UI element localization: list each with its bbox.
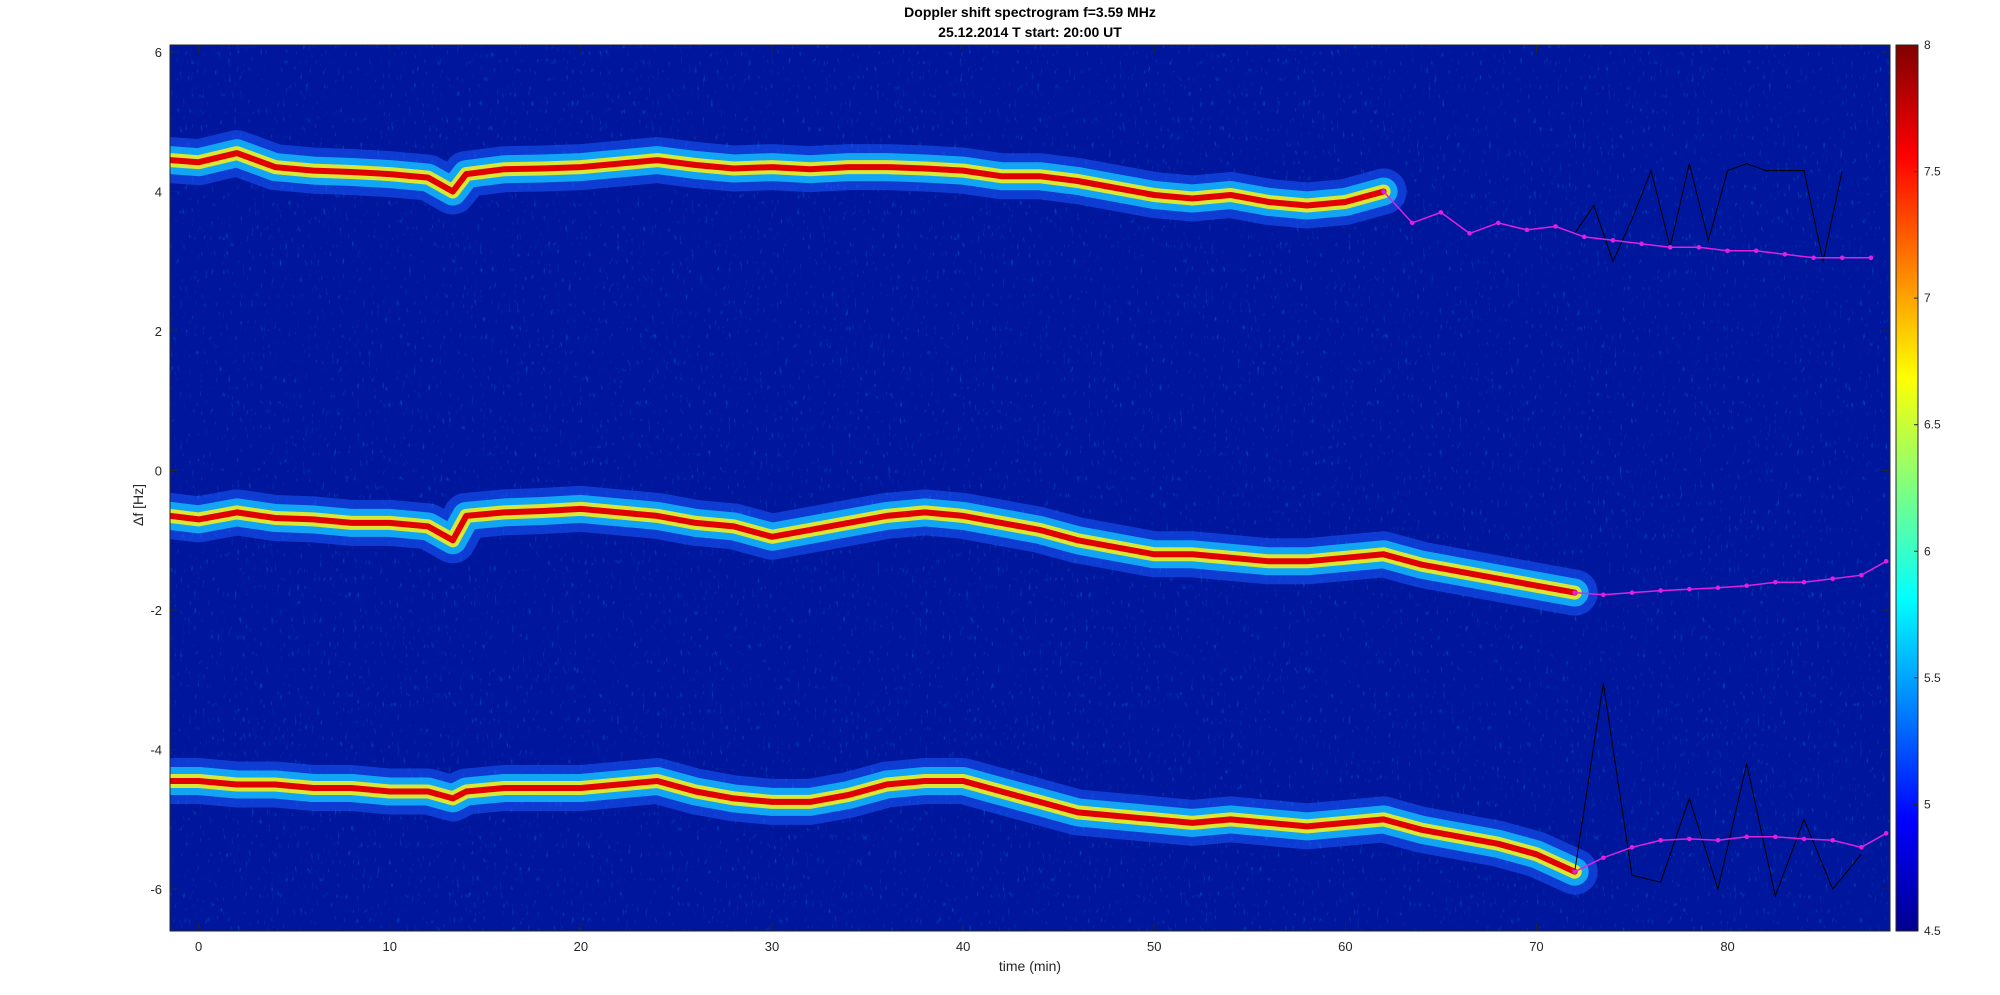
fitted-point <box>1753 248 1759 254</box>
y-tick-label: -4 <box>150 743 162 758</box>
colorbar-tick-label: 4.5 <box>1924 924 1941 938</box>
fitted-point <box>1629 844 1635 850</box>
x-tick-label: 20 <box>574 939 588 954</box>
x-tick-label: 60 <box>1338 939 1352 954</box>
y-tick-label: 0 <box>155 464 162 479</box>
fitted-point <box>1524 227 1530 233</box>
x-tick-label: 30 <box>765 939 779 954</box>
x-axis-label: time (min) <box>998 958 1062 974</box>
colorbar <box>1895 44 1919 932</box>
x-tick-label: 40 <box>956 939 970 954</box>
x-tick-label: 50 <box>1147 939 1161 954</box>
fitted-point <box>1467 231 1472 236</box>
y-axis: -6 -4 -2 0 2 4 6 <box>150 45 1890 897</box>
fitted-point <box>1639 241 1644 247</box>
black-tracking-line-2 <box>1574 683 1862 898</box>
fitted-point <box>1859 572 1864 578</box>
fitted-point <box>1438 210 1444 215</box>
fitted-line-2 <box>1574 560 1887 596</box>
fitted-line-3 <box>1574 832 1887 873</box>
colorbar-tick-label: 7.5 <box>1924 165 1941 179</box>
fitted-point <box>1629 590 1635 595</box>
x-tick-label: 10 <box>383 939 397 954</box>
fitted-point <box>1381 189 1386 194</box>
fitted-line-1 <box>1383 190 1871 259</box>
colorbar-tick-label: 5 <box>1924 797 1931 811</box>
fitted-point <box>1830 838 1835 843</box>
fitted-point <box>1744 834 1749 840</box>
fitted-point <box>1773 579 1778 585</box>
fitted-point <box>1715 838 1721 843</box>
fitted-point <box>1801 579 1807 585</box>
fitted-point <box>1658 588 1663 593</box>
x-tick-label: 80 <box>1720 939 1734 954</box>
fitted-point <box>1859 844 1864 850</box>
fitted-point <box>1725 248 1730 254</box>
x-tick-label: 70 <box>1529 939 1543 954</box>
x-tick-label: 0 <box>195 939 202 954</box>
fitted-point <box>1883 831 1889 836</box>
fitted-point <box>1658 838 1663 843</box>
colorbar-tick-label: 7 <box>1924 291 1931 305</box>
fitted-point <box>1495 220 1501 226</box>
fitted-point <box>1667 245 1673 250</box>
fitted-point <box>1782 251 1788 257</box>
y-tick-label: -2 <box>150 603 162 618</box>
fitted-point <box>1801 836 1807 842</box>
fitted-point <box>1553 224 1558 229</box>
trace-1-band-4 <box>170 150 1387 209</box>
fitted-point <box>1687 836 1692 842</box>
colorbar-tick-label: 6.5 <box>1924 418 1941 432</box>
fitted-point <box>1839 255 1845 261</box>
fitted-point <box>1883 558 1889 564</box>
fitted-point <box>1696 245 1702 250</box>
y-tick-label: -6 <box>150 882 162 897</box>
trace-3-band-4 <box>170 778 1578 875</box>
spectral-traces <box>170 130 1598 895</box>
fitted-point <box>1715 585 1721 591</box>
black-tracking-line-1 <box>1574 163 1843 263</box>
y-tick-label: 2 <box>155 324 162 339</box>
colorbar-tick-label: 8 <box>1924 38 1931 52</box>
trace-2-band-4 <box>170 505 1578 596</box>
fitted-point <box>1744 583 1749 588</box>
colorbar-tick-label: 5.5 <box>1924 671 1941 685</box>
fitted-point <box>1601 592 1606 598</box>
fitted-point <box>1581 234 1587 240</box>
y-tick-label: 4 <box>155 185 162 200</box>
fitted-point <box>1409 220 1415 226</box>
chart-title: Doppler shift spectrogram f=3.59 MHz <box>904 4 1156 20</box>
fitted-point <box>1610 238 1616 243</box>
y-axis-label: Δf [Hz] <box>130 483 146 527</box>
colorbar-tick-label: 6 <box>1924 544 1931 558</box>
y-tick-label: 6 <box>155 45 162 60</box>
fitted-point <box>1868 255 1874 261</box>
colorbar-axis: 4.5 5 5.5 6 6.5 7 7.5 8 <box>1914 38 1941 938</box>
chart-subtitle: 25.12.2014 T start: 20:00 UT <box>938 24 1122 40</box>
fitted-point <box>1572 869 1577 875</box>
tracking-lines <box>1381 163 1889 898</box>
fitted-point <box>1773 834 1778 840</box>
fitted-point <box>1601 855 1606 861</box>
fitted-point <box>1572 590 1577 595</box>
plot-frame <box>169 44 1891 932</box>
fitted-point <box>1687 586 1692 592</box>
fitted-point <box>1811 255 1816 261</box>
x-axis: 0 10 20 30 40 50 60 70 80 <box>195 45 1735 954</box>
fitted-point <box>1830 576 1835 581</box>
